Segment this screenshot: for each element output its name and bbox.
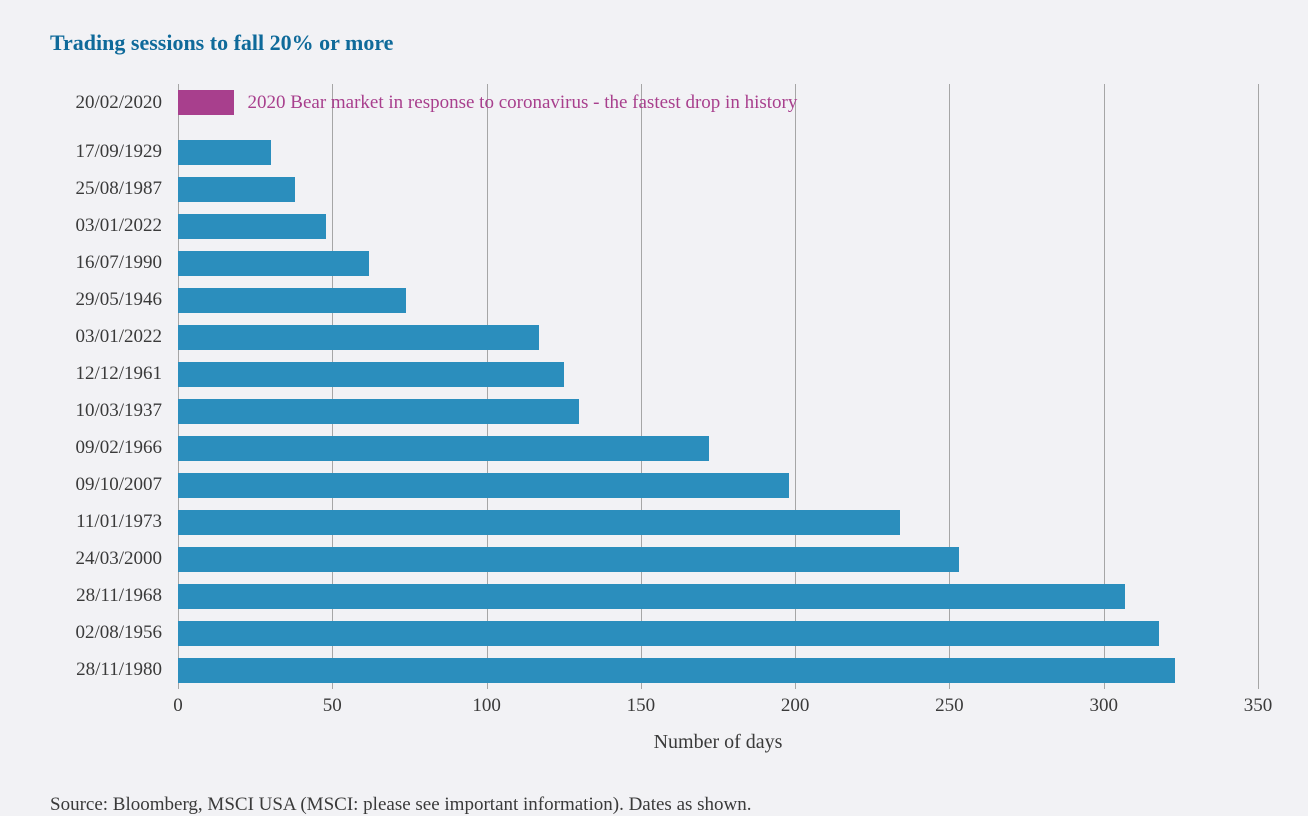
bar [178, 436, 709, 461]
bar [178, 473, 789, 498]
bar-track [178, 504, 1258, 541]
bar-label: 09/10/2007 [50, 474, 178, 496]
x-tick: 300 [1089, 695, 1118, 717]
x-tick: 200 [781, 695, 810, 717]
bar-row: 11/01/1973 [50, 504, 1258, 541]
bar [178, 547, 959, 572]
bar [178, 658, 1175, 683]
bar-label: 03/01/2022 [50, 326, 178, 348]
chart-container: Trading sessions to fall 20% or more 20/… [0, 0, 1308, 773]
bar-row: 20/02/2020 2020 Bear market in response t… [50, 84, 1258, 121]
bar-label: 12/12/1961 [50, 363, 178, 385]
bar-annotation: 2020 Bear market in response to coronavi… [248, 92, 798, 114]
bar-row: 12/12/1961 [50, 356, 1258, 393]
bar-track [178, 208, 1258, 245]
bar-track [178, 393, 1258, 430]
bar [178, 621, 1159, 646]
bar-label: 16/07/1990 [50, 252, 178, 274]
plot-area: 20/02/2020 2020 Bear market in response t… [50, 84, 1258, 689]
bar-label: 11/01/1973 [50, 511, 178, 533]
bar-row: 24/03/2000 [50, 541, 1258, 578]
bar-label: 24/03/2000 [50, 548, 178, 570]
bar [178, 140, 271, 165]
bar [178, 177, 295, 202]
bar-track [178, 578, 1258, 615]
bar-track [178, 171, 1258, 208]
bar [178, 288, 406, 313]
bar-row: 28/11/1980 [50, 652, 1258, 689]
bar-row: 16/07/1990 [50, 245, 1258, 282]
bar [178, 584, 1125, 609]
bar-track [178, 430, 1258, 467]
x-tick: 250 [935, 695, 964, 717]
bar-label: 25/08/1987 [50, 178, 178, 200]
bar-row: 29/05/1946 [50, 282, 1258, 319]
bar-track: 2020 Bear market in response to coronavi… [178, 84, 1258, 121]
x-axis-label: Number of days [178, 731, 1258, 754]
bar-row: 02/08/1956 [50, 615, 1258, 652]
bar-row: 17/09/1929 [50, 134, 1258, 171]
bar-track [178, 245, 1258, 282]
bar [178, 510, 900, 535]
bar-label: 09/02/1966 [50, 437, 178, 459]
bar-label: 10/03/1937 [50, 400, 178, 422]
bar [178, 399, 579, 424]
bar [178, 325, 539, 350]
bar-label: 20/02/2020 [50, 92, 178, 114]
bar-track [178, 356, 1258, 393]
x-tick: 150 [627, 695, 656, 717]
bar-label: 28/11/1968 [50, 585, 178, 607]
x-tick: 0 [173, 695, 183, 717]
x-tick: 100 [472, 695, 501, 717]
bar-row: 09/02/1966 [50, 430, 1258, 467]
bar-track [178, 282, 1258, 319]
gridline [1258, 84, 1259, 689]
x-axis: 050100150200250300350 [178, 689, 1258, 717]
bar-track [178, 615, 1258, 652]
x-tick: 350 [1244, 695, 1273, 717]
bar [178, 362, 564, 387]
bar-track [178, 652, 1258, 689]
bar-row: 03/01/2022 [50, 208, 1258, 245]
x-tick: 50 [323, 695, 342, 717]
bar-row: 09/10/2007 [50, 467, 1258, 504]
bar [178, 214, 326, 239]
bar-label: 02/08/1956 [50, 622, 178, 644]
bar-row: 28/11/1968 [50, 578, 1258, 615]
bar [178, 251, 369, 276]
bar-row: 25/08/1987 [50, 171, 1258, 208]
bar-label: 03/01/2022 [50, 215, 178, 237]
bar-row: 10/03/1937 [50, 393, 1258, 430]
bar-row: 03/01/2022 [50, 319, 1258, 356]
source-note: Source: Bloomberg, MSCI USA (MSCI: pleas… [50, 794, 1258, 816]
bar-label: 29/05/1946 [50, 289, 178, 311]
bar-highlight [178, 90, 234, 115]
bar-label: 28/11/1980 [50, 659, 178, 681]
bar-track [178, 467, 1258, 504]
bar-track [178, 134, 1258, 171]
chart-title: Trading sessions to fall 20% or more [50, 30, 1258, 56]
bar-label: 17/09/1929 [50, 141, 178, 163]
bar-track [178, 319, 1258, 356]
bar-track [178, 541, 1258, 578]
